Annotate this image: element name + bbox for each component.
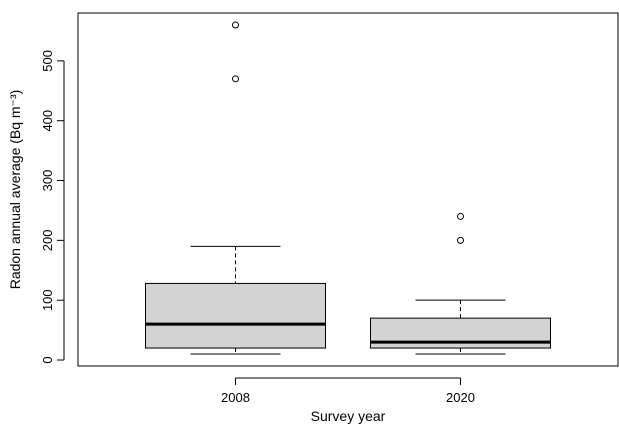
y-tick-label: 500 [40, 50, 55, 72]
x-axis: 2008 2020 [221, 377, 475, 405]
y-axis-label: Radon annual average (Bq m⁻³) [7, 90, 23, 290]
x-tick-label: 2008 [221, 390, 250, 405]
y-tick-label: 300 [40, 170, 55, 192]
box-2008 [145, 21, 326, 355]
x-axis-label: Survey year [311, 408, 386, 424]
y-tick-label: 0 [40, 356, 55, 363]
iqr-box [145, 282, 326, 349]
outlier-point [232, 21, 239, 29]
y-tick-label: 400 [40, 110, 55, 132]
plot-frame [77, 12, 619, 367]
x-tick-label: 2020 [446, 390, 475, 405]
boxes-group [145, 21, 551, 355]
box-2020 [370, 212, 551, 355]
outlier-point [457, 212, 464, 220]
y-tick-label: 100 [40, 289, 55, 311]
y-axis: 0 100 200 300 400 500 [40, 50, 65, 364]
outlier-point [457, 236, 464, 244]
outlier-point [232, 75, 239, 83]
y-tick-label: 200 [40, 230, 55, 252]
